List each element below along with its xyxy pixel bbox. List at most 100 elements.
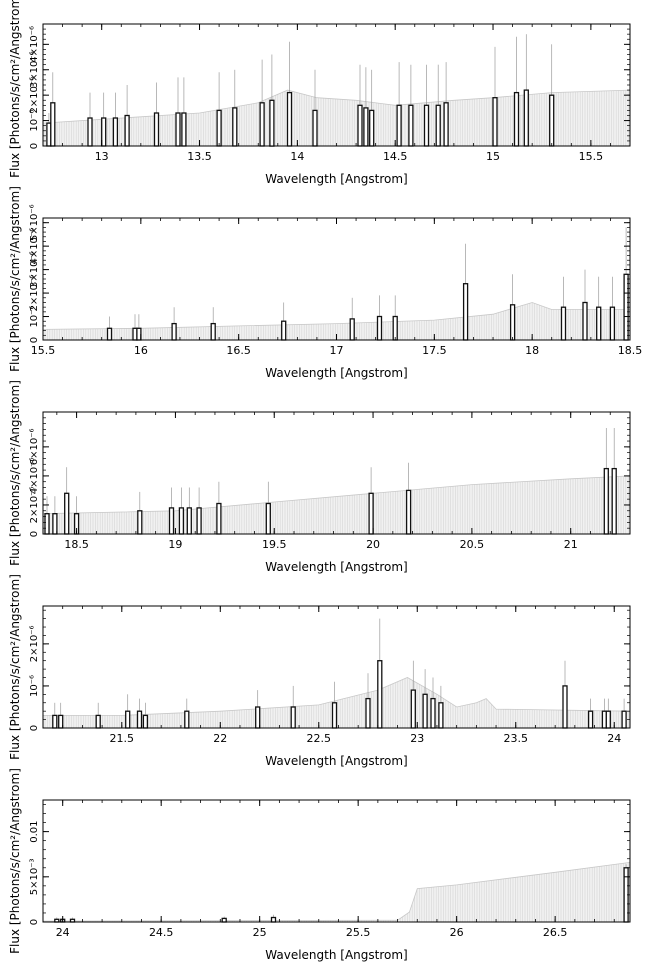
- flux-bin: [270, 916, 277, 923]
- y-tick-label: 3×10⁻⁶: [29, 251, 40, 288]
- flux-bin: [513, 91, 520, 147]
- flux-bin: [52, 513, 58, 535]
- flux-bin: [95, 714, 101, 729]
- x-axis-title: Wavelength [Angstrom]: [265, 754, 407, 768]
- x-tick-label: 17.5: [422, 344, 447, 357]
- y-tick-label: 2×10⁻⁶: [29, 487, 40, 524]
- flux-bin: [64, 492, 70, 535]
- flux-bin: [216, 109, 222, 147]
- flux-bin: [171, 322, 177, 341]
- flux-bin: [462, 283, 469, 341]
- y-tick-label: 0: [29, 725, 40, 731]
- x-tick-label: 15: [486, 150, 500, 163]
- model-line: [43, 677, 631, 716]
- x-tick-label: 19: [168, 538, 182, 551]
- flux-bin: [50, 102, 56, 147]
- flux-bin: [435, 104, 441, 147]
- plot-frame: [42, 799, 631, 923]
- flux-bin: [357, 104, 363, 147]
- flux-bin: [286, 91, 293, 147]
- x-tick-label: 23.5: [504, 732, 529, 745]
- flux-bin: [153, 112, 160, 147]
- y-tick-label: 4×10⁻⁶: [29, 26, 40, 63]
- y-tick-label: 4×10⁻⁶: [29, 228, 40, 265]
- x-tick-label: 24: [56, 926, 70, 939]
- flux-bin: [377, 660, 383, 729]
- x-tick-label: 18.5: [618, 344, 643, 357]
- y-tick-label: 0: [29, 919, 40, 925]
- plot-frame: [42, 605, 631, 729]
- y-tick-label: 2×10⁻⁶: [29, 77, 40, 114]
- flux-bin: [221, 917, 227, 923]
- flux-bin: [422, 693, 428, 729]
- model-band: [43, 90, 630, 146]
- flux-bin: [611, 467, 617, 535]
- flux-bin: [112, 117, 119, 147]
- y-tick-label: 0: [29, 143, 40, 149]
- flux-bin: [369, 109, 375, 147]
- x-tick-label: 20: [366, 538, 380, 551]
- x-tick-label: 21: [564, 538, 578, 551]
- spectrum-panel-2: 15.5 16 16.5 17 17.5 18 18.5 0 10⁻⁶2×10⁻⁶3×10⁻⁶4…: [8, 186, 642, 380]
- x-tick-label: 18: [525, 344, 539, 357]
- y-tick-label: 10⁻⁶: [29, 675, 40, 697]
- flux-bin: [408, 104, 414, 147]
- x-tick-label: 13.5: [187, 150, 212, 163]
- flux-bin: [523, 89, 529, 147]
- flux-bin: [509, 304, 516, 341]
- x-axis-title: Wavelength [Angstrom]: [265, 560, 407, 574]
- model-band: [43, 862, 630, 922]
- flux-bin: [331, 702, 338, 729]
- x-tick-label: 16: [134, 344, 148, 357]
- flux-bin: [603, 467, 609, 535]
- flux-bin: [125, 710, 131, 729]
- flux-bin: [106, 327, 113, 341]
- x-tick-label: 14.5: [383, 150, 408, 163]
- y-tick-label: 5×10⁻⁶: [29, 204, 40, 241]
- x-tick-label: 21.5: [110, 732, 135, 745]
- flux-bin: [136, 710, 143, 729]
- y-tick-label: 6×10⁻⁶: [29, 428, 40, 465]
- flux-bin: [430, 697, 436, 729]
- y-tick-label: 5×10⁻³: [29, 858, 40, 895]
- x-axis-title: Wavelength [Angstrom]: [265, 172, 407, 186]
- flux-bin: [52, 714, 58, 729]
- flux-bin: [423, 104, 430, 147]
- x-tick-label: 26.5: [543, 926, 568, 939]
- y-tick-label: 3×10⁻⁶: [29, 51, 40, 88]
- y-axis-title: Flux [Photons/s/cm²/Angstrom]: [8, 768, 22, 954]
- flux-bin: [438, 702, 444, 729]
- y-tick-label: 10⁻⁶: [29, 306, 40, 328]
- flux-bin: [405, 489, 412, 535]
- flux-bin: [168, 507, 175, 535]
- flux-bin: [210, 322, 216, 341]
- y-tick-label: 0.01: [29, 820, 40, 842]
- x-tick-label: 17: [330, 344, 344, 357]
- flux-bin: [312, 109, 318, 147]
- x-tick-label: 26: [450, 926, 464, 939]
- plot-frame: [42, 411, 631, 535]
- model-band: [43, 302, 630, 340]
- x-tick-label: 20.5: [460, 538, 485, 551]
- flux-bin: [269, 99, 275, 147]
- x-axis-title: Wavelength [Angstrom]: [265, 366, 407, 380]
- model-hatching: [44, 862, 629, 922]
- flux-bin: [184, 710, 190, 729]
- flux-bin: [196, 507, 202, 535]
- x-tick-label: 16.5: [226, 344, 251, 357]
- flux-bin: [596, 306, 602, 341]
- flux-bin: [365, 697, 371, 729]
- x-tick-label: 24: [607, 732, 621, 745]
- y-tick-label: 2×10⁻⁶: [29, 275, 40, 312]
- spectrum-panel-5: 24 24.5 25 25.5 26 26.5 0 5×10⁻³ 0.01 Wavelength …: [8, 768, 631, 962]
- flux-bin: [87, 117, 93, 147]
- y-axis-title: Flux [Photons/s/cm²/Angstrom]: [8, 186, 22, 372]
- y-tick-label: 0: [29, 337, 40, 343]
- x-tick-label: 24.5: [149, 926, 174, 939]
- flux-bin: [290, 706, 296, 729]
- flux-bin: [582, 301, 588, 341]
- flux-bin: [609, 306, 616, 341]
- spectrum-panel-1: 13 13.5 14 14.5 15 15.5 0 10⁻⁶2×10⁻⁶3×10⁻⁶4×10⁻…: [8, 0, 631, 186]
- flux-bin: [587, 710, 594, 729]
- flux-bin: [443, 102, 449, 147]
